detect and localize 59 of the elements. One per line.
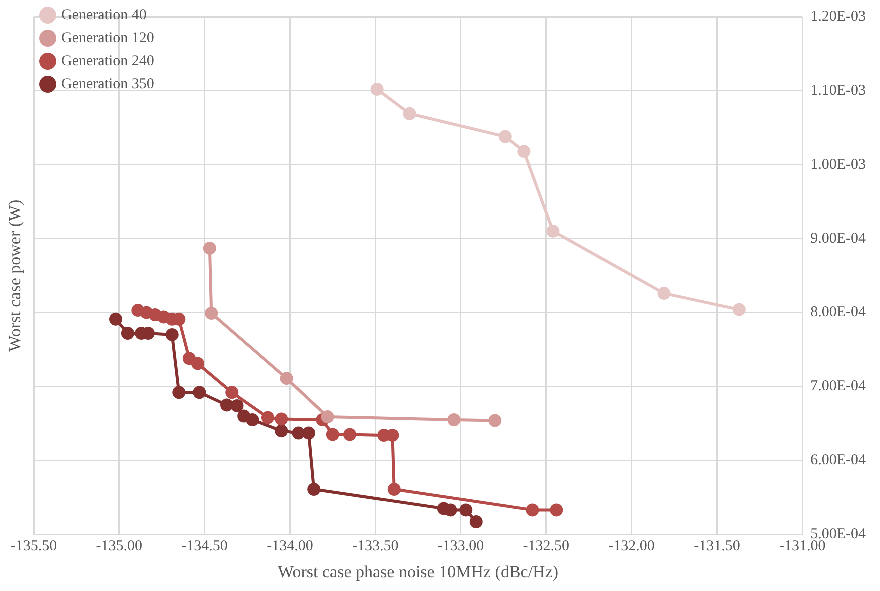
point [226, 386, 239, 400]
point [275, 412, 288, 426]
point [546, 224, 560, 238]
y-axis-title: Worst case power (W) [5, 200, 24, 352]
legend-label: Generation 120 [62, 30, 154, 46]
point [205, 307, 218, 320]
point [460, 504, 473, 517]
point [498, 130, 512, 144]
x-tick-label: -135.50 [10, 538, 58, 555]
point [121, 326, 134, 340]
point [403, 107, 416, 120]
point [550, 504, 564, 517]
x-tick-label: -134.00 [267, 538, 314, 555]
point [448, 413, 461, 426]
point [166, 328, 179, 342]
legend-label: Generation 350 [62, 76, 154, 92]
y-tick-label: 1.20E-03 [810, 8, 866, 25]
point [246, 413, 260, 426]
legend-label: Generation 240 [62, 53, 154, 70]
x-tick-label: -133.00 [438, 538, 484, 555]
y-tick-label: 9.00E-04 [810, 230, 866, 247]
x-axis-title: Worst case phase noise 10MHz (dBc/Hz) [278, 562, 559, 582]
x-tick-label: -131.50 [694, 538, 740, 555]
y-tick-label: 1.10E-03 [810, 82, 866, 99]
x-tick-label: -134.50 [182, 538, 228, 555]
x-tick-label: -135.00 [96, 538, 143, 555]
point [261, 411, 274, 424]
x-tick-label: -133.50 [352, 538, 399, 555]
point [326, 428, 340, 442]
point [370, 82, 384, 96]
point [732, 303, 746, 316]
point [191, 357, 204, 370]
point [109, 312, 122, 326]
point [388, 482, 401, 496]
point [518, 145, 531, 158]
point [470, 516, 483, 529]
y-tick-label: 7.00E-04 [810, 378, 866, 395]
point [275, 424, 288, 438]
point [343, 428, 356, 442]
point [321, 410, 334, 424]
y-tick-label: 1.00E-03 [810, 156, 866, 173]
y-tick-label: 8.00E-04 [810, 304, 866, 321]
point [658, 287, 671, 300]
x-tick-label: -132.50 [523, 538, 570, 555]
point [193, 386, 206, 400]
point [488, 414, 502, 428]
point [280, 372, 294, 386]
legend-label: Generation 40 [62, 7, 147, 24]
point [230, 399, 244, 412]
point [308, 482, 321, 496]
point [526, 504, 540, 517]
y-tick-label: 6.00E-04 [810, 452, 866, 469]
x-tick-label: -131.00 [779, 538, 826, 555]
point [386, 429, 400, 442]
point [302, 426, 316, 440]
point [172, 386, 186, 400]
x-tick-label: -132.00 [608, 538, 655, 555]
point [203, 242, 216, 255]
point [444, 504, 458, 517]
